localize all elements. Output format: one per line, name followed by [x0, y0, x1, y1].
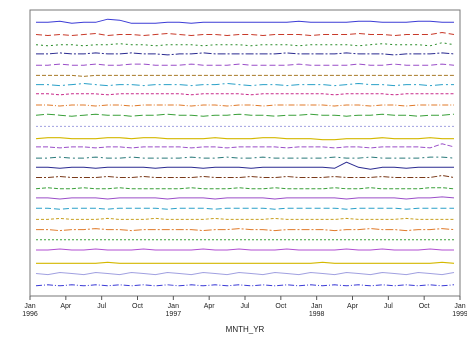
series-line-19	[36, 207, 454, 210]
x-tick-label: Apr	[204, 303, 216, 310]
x-tick-label: Jan	[311, 303, 322, 310]
series-group	[35, 18, 455, 287]
series-line-18	[36, 196, 455, 200]
x-tick-label: Apr	[60, 303, 72, 310]
series-line-9	[36, 104, 454, 107]
series-line-15	[36, 161, 454, 170]
series-line-24	[36, 261, 455, 264]
series-line-23	[36, 248, 454, 251]
x-tick-label: Jan	[24, 303, 35, 310]
series-line-17	[35, 187, 455, 190]
series-line-7	[36, 82, 454, 87]
x-tick-label: Jul	[241, 303, 250, 310]
x-axis-title: MNTH_YR	[226, 325, 265, 334]
series-line-25	[35, 271, 455, 276]
x-tick-label: Oct	[132, 303, 143, 310]
series-line-12	[35, 137, 454, 141]
x-tick-label: Jan	[454, 303, 465, 310]
series-line-1	[36, 18, 454, 24]
x-tick-label: Oct	[275, 303, 286, 310]
x-tick-label: Jan	[168, 303, 179, 310]
x-tick-year-label: 1997	[166, 311, 182, 318]
x-tick-label: Jul	[384, 303, 393, 310]
x-tick-label: Oct	[419, 303, 430, 310]
x-tick-year-label: 1998	[309, 311, 325, 318]
series-line-5	[36, 63, 455, 66]
series-line-10	[35, 113, 455, 117]
series-line-26	[35, 284, 455, 287]
x-tick-label: Apr	[347, 303, 359, 310]
x-tick-year-label: 1999	[452, 311, 467, 318]
x-tick-year-label: 1996	[22, 311, 38, 318]
series-line-6	[36, 74, 454, 77]
series-line-16	[36, 174, 455, 178]
series-line-2	[35, 31, 455, 37]
x-tick-label: Jul	[97, 303, 106, 310]
